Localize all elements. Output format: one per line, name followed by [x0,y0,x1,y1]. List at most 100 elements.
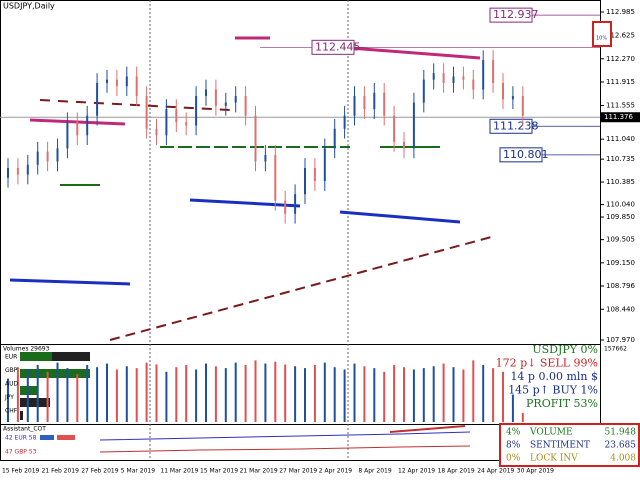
candle-body [165,109,168,136]
candle-body [462,76,465,80]
candle-body [234,96,237,103]
cot-bar [57,435,75,440]
volume-bar [145,362,148,422]
volume-bar [502,371,504,422]
candle-body [422,79,425,103]
cot-arrow [389,425,466,433]
candle-body [294,194,297,214]
strength-bar [20,352,52,361]
volume-bar [304,368,306,422]
candle-body [343,115,346,129]
volume-bar [254,360,257,422]
volume-bar [96,367,99,422]
volume-bar [155,364,158,422]
x-tick-label: 15 Mar 2019 [200,468,238,475]
stats-value: 23.685 [605,441,637,451]
strength-bar [20,386,38,395]
stats-pct: 4% [506,428,521,438]
candle-body [224,102,227,106]
strength-bar [20,352,90,361]
candle-body [135,76,138,97]
candle-body [511,96,514,100]
candle-body [96,82,99,116]
candle-body [363,96,366,110]
price-panel: USDJPY,Daily [3,2,55,11]
x-tick-label: 30 Apr 2019 [517,468,554,475]
candle-body [432,73,435,80]
stats-box [499,423,640,467]
candle-body [412,102,415,149]
candle-body [442,73,445,83]
x-tick-label: 5 Mar 2019 [121,468,155,475]
level-label: 112.445 [315,40,361,53]
volume-bar [76,374,79,422]
candle-body [214,89,217,106]
current-price-tag [601,112,640,123]
candle-body [393,115,396,142]
current-price-label: 111.376 [604,113,633,121]
volume-bar [195,369,198,422]
chart-title: USDJPY,Daily [3,2,55,11]
candle-body [145,96,148,129]
candle-body [333,128,336,149]
y-tick-label: 112.985 [606,8,635,16]
candle-body [383,92,386,116]
candle-body [264,154,267,162]
volume-bar [66,368,69,422]
stats-value: 51.948 [605,428,637,438]
candle-body [274,154,277,201]
volume-bar [511,394,514,422]
x-tick-label: 18 Apr 2019 [438,468,475,475]
volume-bar [323,362,326,422]
volume-bar [234,362,237,422]
y-tick-label: 112.270 [606,55,635,63]
x-tick-label: 24 Apr 2019 [477,468,514,475]
volume-bar [135,368,138,422]
volume-bar [333,367,336,422]
volume-bar [353,363,356,422]
candle-body [502,82,504,100]
candle-body [7,167,9,178]
y-tick-label: 107.970 [606,336,635,344]
volume-bar [482,364,485,422]
volume-bar [106,363,108,422]
cot-bar [40,435,54,440]
volume-bar [274,361,277,422]
level-dashes [9,36,481,286]
cot-line [99,445,471,453]
x-tick-label: 2 Apr 2019 [319,468,352,475]
volume-bar [373,368,376,422]
volume-bar [294,366,297,422]
stats-name: LOCK INV [530,454,578,464]
candle-body [195,96,198,126]
candle-body [155,128,158,136]
cot-panel: Assistant_COT 42 EUR 58 47 GBP 53 40.688… [3,423,640,467]
volume-bar [284,364,287,422]
candle-body [115,79,118,87]
x-tick-label: 15 Feb 2019 [2,468,40,475]
volume-bar [412,369,415,422]
percent-box [592,21,612,47]
candle-body [254,115,257,162]
volume-bar [214,366,217,422]
signal-info: 172 p↓ SELL 99% [496,357,598,370]
currency-label: CHF [5,408,18,415]
volume-bar [46,371,49,422]
signal-info: 14 p 0.00 mln $ [510,370,598,383]
volume-bar [224,368,227,422]
strength-bar [20,398,50,407]
stats-value: 4.008 [610,454,636,464]
candle-body [106,79,108,83]
candle-body [36,151,39,165]
y-tick-label: 109.150 [606,259,635,267]
volume-bar [165,371,168,422]
candle-body [125,76,128,87]
y-tick-label: 111.040 [606,135,635,143]
candle-body [26,164,29,175]
level-label: 112.937 [493,8,539,21]
signal-info: 145 p↑ BUY 1% [508,384,598,397]
candle-body [284,200,287,214]
candle-body [403,141,405,149]
y-tick-label: 108.440 [606,305,635,313]
y-tick-label: 110.040 [606,201,635,209]
